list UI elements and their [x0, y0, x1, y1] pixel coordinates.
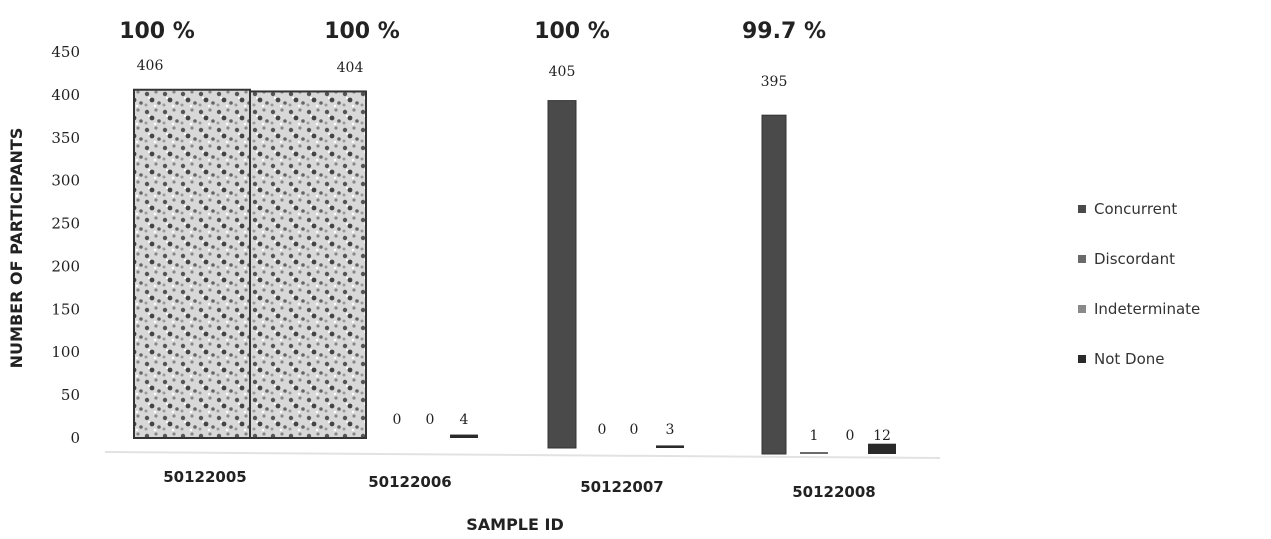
x-category-label: 50122007	[580, 478, 664, 496]
y-tick-label: 450	[51, 43, 80, 61]
bar-concurrent-50122006	[249, 90, 367, 440]
data-label: 4	[460, 412, 469, 428]
y-tick-label: 400	[51, 86, 80, 104]
bar-concurrent-50122008	[761, 114, 787, 455]
top-percent-label: 100 %	[534, 19, 610, 44]
bar-discordant-50122008	[800, 452, 828, 454]
y-tick-label: 250	[51, 215, 80, 233]
data-label: 404	[337, 60, 364, 76]
bar-not-done-50122007	[656, 445, 684, 448]
data-label: 0	[598, 422, 607, 438]
legend-swatch-discordant	[1078, 255, 1086, 263]
data-label: 1	[810, 428, 819, 444]
legend-label-indeterminate: Indeterminate	[1094, 300, 1200, 318]
x-axis-title: SAMPLE ID	[466, 515, 563, 534]
bars-group	[133, 88, 896, 455]
legend-swatch-not-done	[1078, 355, 1086, 363]
y-axis-ticks: 0 50 100 150 200 250 300 350 400 450	[51, 43, 80, 447]
x-category-label: 50122006	[368, 473, 452, 491]
top-percent-label: 100 %	[324, 19, 400, 44]
bar-concurrent-50122007	[547, 100, 577, 449]
y-tick-label: 50	[61, 386, 80, 404]
bar-not-done-50122008	[868, 443, 896, 454]
data-label: 405	[549, 64, 576, 80]
data-label: 395	[761, 74, 788, 90]
bar-concurrent-50122005	[133, 88, 251, 440]
y-tick-label: 200	[51, 257, 80, 275]
y-tick-label: 300	[51, 172, 80, 190]
legend-label-discordant: Discordant	[1094, 250, 1175, 268]
data-label: 0	[630, 422, 639, 438]
data-label: 406	[137, 58, 164, 74]
legend-label-not-done: Not Done	[1094, 350, 1165, 368]
y-tick-label: 100	[51, 343, 80, 361]
x-baseline	[104, 451, 941, 459]
legend: Concurrent Discordant Indeterminate Not Don…	[1078, 200, 1200, 368]
legend-swatch-concurrent	[1078, 205, 1086, 213]
y-tick-label: 350	[51, 129, 80, 147]
data-label: 12	[873, 428, 891, 444]
data-label: 3	[666, 422, 675, 438]
y-axis-title: NUMBER OF PARTICIPANTS	[7, 128, 26, 369]
x-category-label: 50122008	[792, 483, 876, 501]
data-label: 0	[393, 412, 402, 428]
x-category-label: 50122005	[163, 468, 247, 486]
legend-swatch-indeterminate	[1078, 305, 1086, 313]
top-percent-label: 99.7 %	[742, 19, 826, 44]
data-labels-group: 100 % 50122005 100 % 50122006 100 % 50122007 9…	[119, 19, 891, 501]
legend-label-concurrent: Concurrent	[1094, 200, 1177, 218]
y-tick-label: 150	[51, 300, 80, 318]
y-tick-label: 0	[70, 429, 80, 447]
bar-not-done-50122006	[450, 434, 478, 438]
data-label: 0	[426, 412, 435, 428]
data-label: 0	[846, 428, 855, 444]
top-percent-label: 100 %	[119, 19, 195, 44]
